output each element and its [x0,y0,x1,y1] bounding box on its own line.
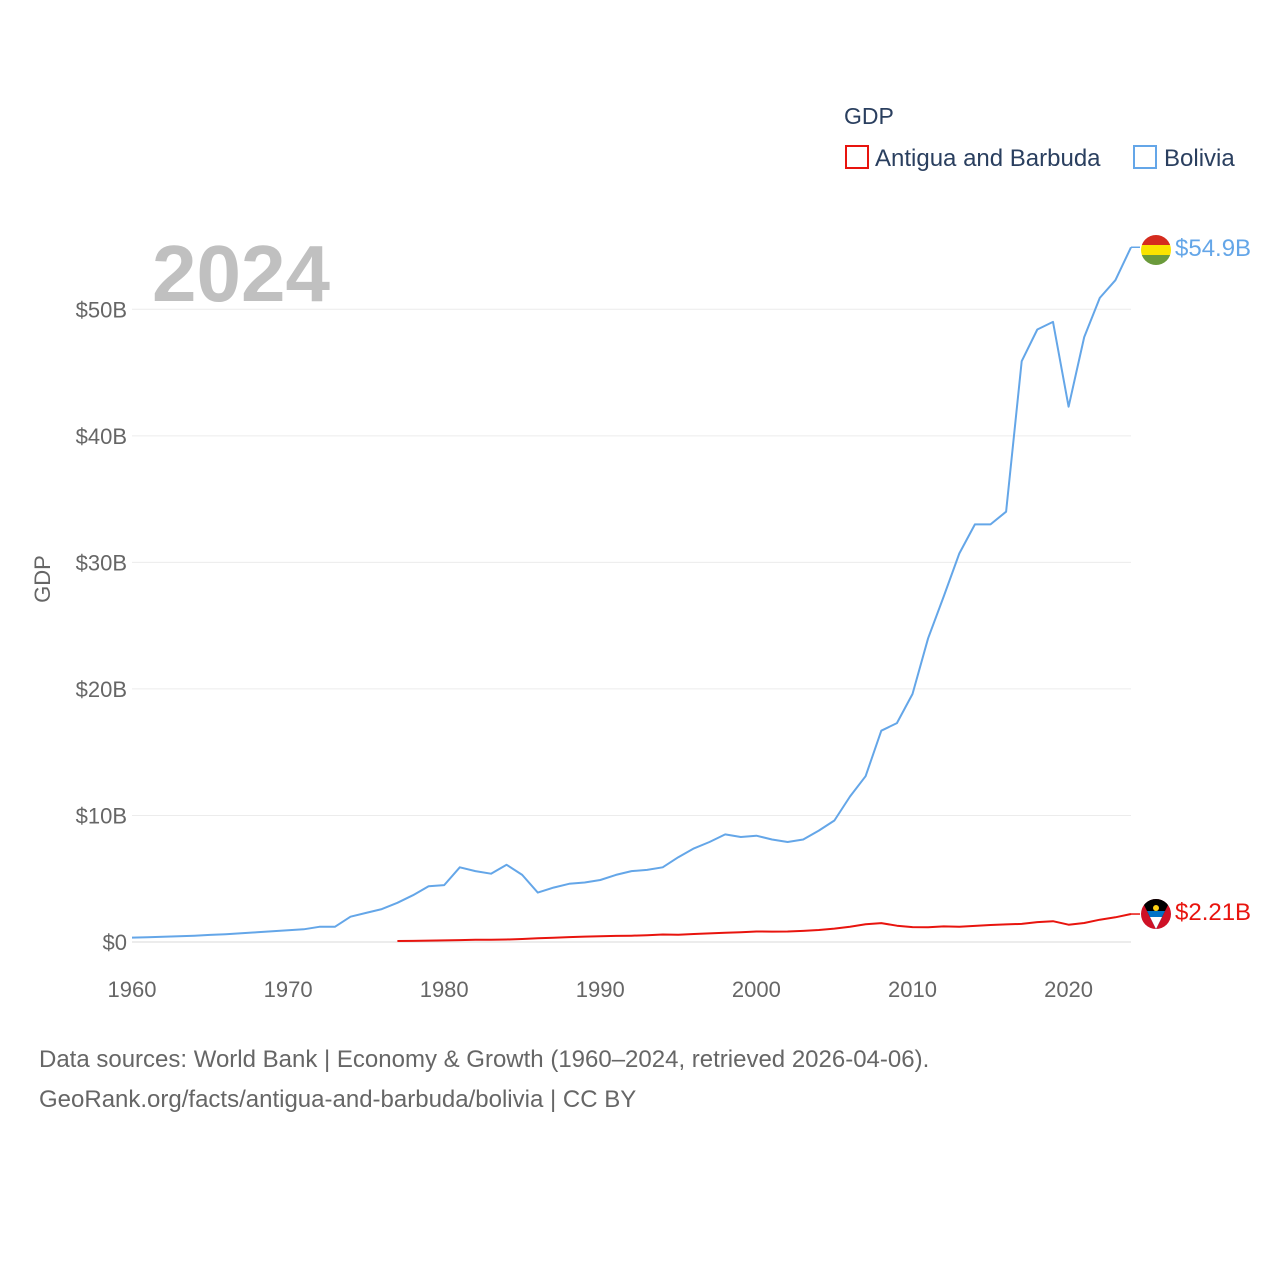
footer-source-line: Data sources: World Bank | Economy & Gro… [39,1046,930,1073]
footer-license-line: GeoRank.org/facts/antigua-and-barbuda/bo… [39,1086,637,1113]
series-line-bolivia[interactable] [131,246,1132,939]
bolivia-flag-icon [1141,235,1171,265]
legend: GDP Antigua and Barbuda Bolivia [844,103,1235,172]
y-axis-ticks: $0 $10B $20B $30B $40B $50B [76,297,127,955]
y-axis-title: GDP [30,555,55,603]
legend-label-bolivia: Bolivia [1164,145,1235,172]
legend-item-antigua-and-barbuda[interactable]: Antigua and Barbuda [845,145,1101,172]
x-tick-label: 1960 [108,977,157,1002]
x-tick-label: 1990 [576,977,625,1002]
y-tick-label: $20B [76,677,127,702]
gridlines [132,308,1131,943]
x-tick-label: 2020 [1044,977,1093,1002]
legend-title: GDP [844,103,894,129]
y-tick-label: $30B [76,550,127,575]
legend-swatch-bolivia [1133,145,1157,169]
year-label: 2024 [152,229,330,318]
antigua-and-barbuda-end-label: $2.21B [1175,899,1251,926]
x-tick-label: 2000 [732,977,781,1002]
antigua-and-barbuda-flag-icon [1141,899,1171,929]
x-tick-label: 1980 [420,977,469,1002]
series-lines [131,246,1140,942]
x-axis-ticks: 1960 1970 1980 1990 2000 2010 2020 [108,977,1094,1002]
legend-swatch-antigua-and-barbuda [845,145,869,169]
bolivia-end-label: $54.9B [1175,235,1251,262]
y-tick-label: $10B [76,803,127,828]
legend-label-antigua-and-barbuda: Antigua and Barbuda [875,145,1101,172]
y-tick-label: $0 [103,930,127,955]
gdp-line-chart: GDP Antigua and Barbuda Bolivia 2024 GDP… [30,103,1251,1002]
x-tick-label: 1970 [264,977,313,1002]
legend-item-bolivia[interactable]: Bolivia [1133,145,1235,172]
series-line-antigua-and-barbuda[interactable] [397,913,1132,942]
y-tick-label: $50B [76,297,127,322]
x-tick-label: 2010 [888,977,937,1002]
y-tick-label: $40B [76,424,127,449]
footer-source: Data sources: World Bank | Economy & Gro… [39,1040,1239,1120]
